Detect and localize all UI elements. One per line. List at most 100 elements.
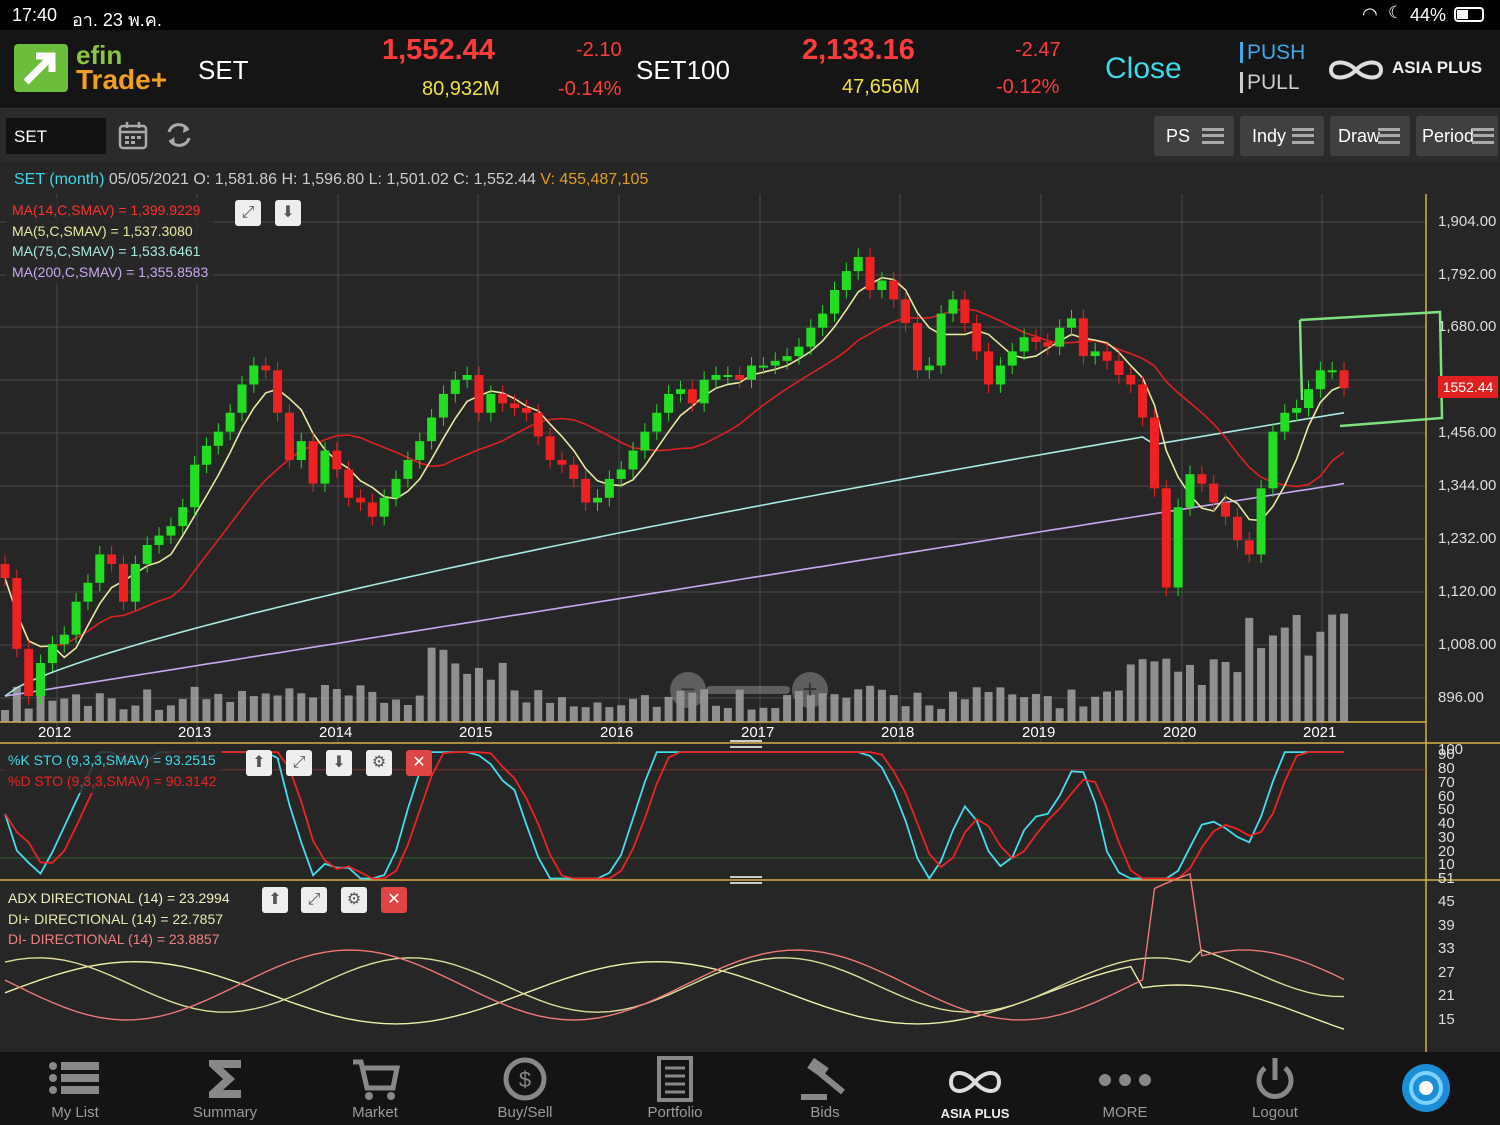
axis-tick-label: 1,792.00 [1438,266,1497,283]
volume-bar [392,699,401,722]
candle [249,365,259,385]
volume-bar [534,690,543,722]
nav-more[interactable]: MORE [1050,1052,1200,1125]
sto-close-icon[interactable]: ✕ [406,750,432,776]
volume-bar [238,690,246,722]
adx-line [4,960,1345,1030]
zoom-out-icon[interactable]: − [670,672,706,708]
volume-bar [261,693,270,722]
volume-bar [593,702,602,722]
portfolio-icon [657,1056,693,1102]
nav-buy-sell[interactable]: $ Buy/Sell [450,1052,600,1125]
nav-my-list[interactable]: My List [0,1052,150,1125]
ma5-line [4,276,1345,659]
sto-expand-icon[interactable]: ⤢ [286,750,312,776]
volume-axis-label: 100 [1438,741,1464,758]
volume-bar [451,663,460,722]
list-icon [49,1062,99,1094]
candle [901,299,911,324]
volume-bar [1197,684,1206,722]
year-label: 2012 [38,724,72,741]
ma75-line [4,412,1345,697]
candle [841,271,851,290]
index1-name[interactable]: SET [198,55,249,85]
year-label: 2018 [881,724,915,741]
candle [569,464,579,479]
d-sto-line [4,751,1344,880]
indy-button[interactable]: Indy [1240,116,1324,156]
year-label: 2013 [178,724,212,741]
volume-bar [143,689,152,722]
price-chart[interactable] [0,194,1500,1052]
adx-expand-icon[interactable]: ⤢ [301,887,327,913]
pull-label[interactable]: PULL [1240,72,1300,93]
volume-bar [1126,664,1135,722]
volume-bar [937,708,946,722]
adx-move-up-icon[interactable]: ⬆ [262,887,288,913]
di-plus-line [4,949,1345,1013]
chart-toolbar: SET PS Indy Draw Period [0,110,1500,162]
zoom-in-icon[interactable]: + [792,672,828,708]
volume-bar [309,697,318,722]
nav-bids[interactable]: Bids [750,1052,900,1125]
period-button[interactable]: Period [1416,116,1498,156]
symbol-input[interactable]: SET [6,118,106,154]
index2-value: 2,133.16 [802,34,915,66]
candle [24,648,34,697]
adx-settings-icon[interactable]: ⚙ [341,887,367,913]
zoom-control[interactable]: − + [670,672,830,708]
candle [616,469,626,479]
candle [237,384,247,413]
candle [770,360,780,366]
volume-bar [1304,655,1313,722]
candle [1138,384,1148,418]
assistive-touch-icon[interactable] [1400,1062,1452,1114]
refresh-icon[interactable] [164,120,194,150]
candle [723,375,733,377]
index2-name[interactable]: SET100 [636,55,730,85]
zoom-slider[interactable] [706,686,790,694]
volume-bar [771,708,780,722]
nav-portfolio[interactable]: Portfolio [600,1052,750,1125]
volume-bar [794,691,803,722]
ma-legend: MA(14,C,SMAV) = 1,399.9229 MA(5,C,SMAV) … [6,198,215,284]
candle [95,554,105,583]
sto-settings-icon[interactable]: ⚙ [366,750,392,776]
volume-bar [155,709,164,722]
candle [664,393,674,413]
sto-move-down-icon[interactable]: ⬇ [326,750,352,776]
adx-close-icon[interactable]: ✕ [381,887,407,913]
candle [486,393,496,413]
diplus-legend: DI+ DIRECTIONAL (14) = 22.7857 [8,910,224,927]
adx-resize-handle[interactable] [730,876,762,884]
move-down-icon[interactable]: ⬇ [275,200,301,226]
year-label: 2015 [459,724,493,741]
draw-button[interactable]: Draw [1330,116,1410,156]
year-label: 2017 [741,724,775,741]
sto-move-up-icon[interactable]: ⬆ [246,750,272,776]
nav-market[interactable]: Market [300,1052,450,1125]
sto-resize-handle[interactable] [730,740,762,748]
volume-bar [889,695,898,722]
push-label[interactable]: PUSH [1240,42,1305,63]
candle [1161,488,1171,588]
nav-summary[interactable]: Summary [150,1052,300,1125]
candle [924,365,934,371]
volume-bar [60,698,69,722]
nav-asia-plus[interactable]: ASIA PLUS [900,1052,1050,1125]
index1-value: 1,552.44 [382,34,495,66]
ps-button[interactable]: PS [1154,116,1234,156]
status-time: 17:40 [12,5,58,25]
calendar-icon[interactable] [118,120,148,150]
diminus-legend: DI- DIRECTIONAL (14) = 23.8857 [8,931,220,947]
volume-bar [273,695,282,722]
candle [1292,408,1302,413]
year-label: 2019 [1022,724,1056,741]
axis-tick-label: 45 [1438,893,1455,910]
expand-icon[interactable]: ⤢ [235,200,261,226]
index2-volume: 47,656M [842,76,920,98]
volume-bar [107,698,116,722]
logo-trade: Trade+ [76,64,168,95]
nav-logout[interactable]: Logout [1200,1052,1350,1125]
volume-bar [1328,614,1337,722]
